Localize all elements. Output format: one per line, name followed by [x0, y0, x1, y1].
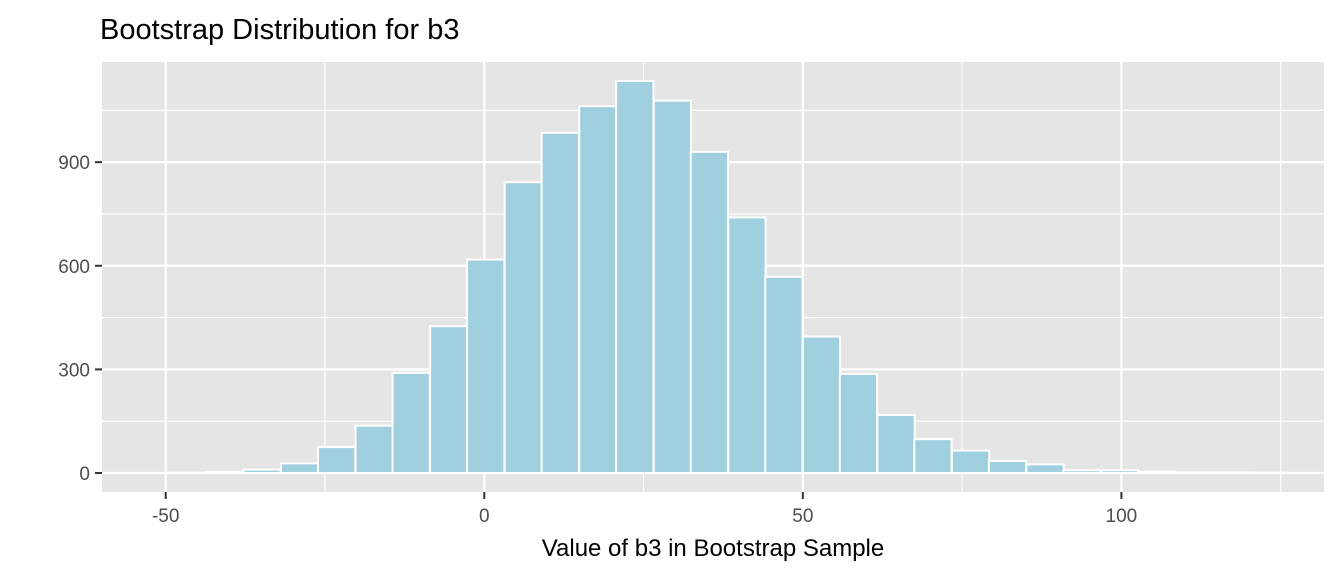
x-axis: -50 0 50 100 — [152, 492, 1137, 527]
y-axis: 0 300 600 900 — [58, 153, 102, 485]
histogram-bar — [205, 470, 245, 475]
histogram-bar — [652, 99, 693, 475]
chart-title: Bootstrap Distribution for b3 — [100, 14, 459, 46]
histogram-bar — [429, 325, 469, 475]
y-tick-label: 600 — [58, 257, 90, 278]
x-tick-label: -50 — [152, 506, 179, 527]
y-tick-label: 900 — [58, 153, 90, 174]
histogram-bar — [987, 459, 1028, 475]
y-tick-label: 0 — [79, 464, 90, 485]
histogram-bar — [1100, 469, 1140, 475]
x-tick-label: 100 — [1106, 506, 1138, 527]
histogram-bars — [167, 79, 1289, 475]
histogram-bar — [354, 424, 394, 475]
histogram-bar — [689, 150, 729, 475]
histogram-bar — [727, 216, 767, 475]
histogram-bar — [503, 181, 543, 475]
x-tick-label: 0 — [479, 506, 490, 527]
histogram-bar — [280, 462, 320, 475]
x-axis-title: Value of b3 in Bootstrap Sample — [542, 535, 884, 562]
histogram-bar — [540, 131, 580, 475]
histogram-bar — [242, 468, 282, 475]
histogram-bar — [764, 275, 804, 475]
x-tick-label: 50 — [792, 506, 813, 527]
histogram-bar — [1136, 470, 1177, 475]
histogram-bar — [950, 449, 991, 475]
histogram-bar — [1211, 471, 1251, 475]
histogram-bar — [615, 79, 655, 475]
histogram-bar — [838, 372, 879, 475]
histogram-bar — [578, 105, 618, 475]
histogram-bar — [1025, 463, 1065, 475]
histogram-bar — [466, 258, 506, 475]
histogram-bar — [391, 371, 431, 475]
histogram-bar — [801, 335, 842, 475]
histogram-bar — [316, 446, 357, 475]
histogram-bar — [1062, 469, 1102, 475]
histogram-bar — [913, 438, 953, 475]
y-tick-label: 300 — [58, 360, 90, 381]
histogram-bar — [876, 413, 916, 475]
histogram-bar — [1174, 471, 1214, 475]
